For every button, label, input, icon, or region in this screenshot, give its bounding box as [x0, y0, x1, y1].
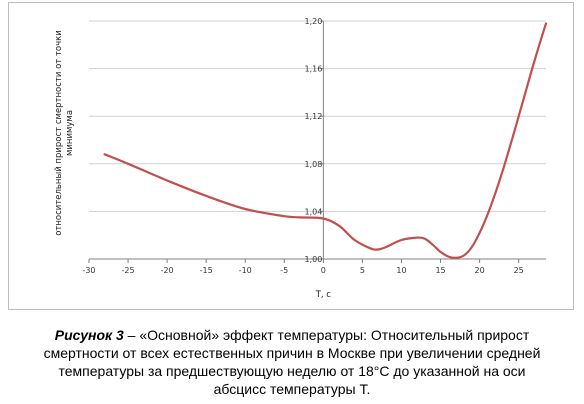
y-tick-label: 1,16: [305, 65, 323, 74]
x-tick-label: -20: [161, 266, 174, 275]
y-tick-label: 1,08: [305, 160, 323, 169]
chart-frame: 1,00 1,04 1,08 1,12 1,16 1,20 -30 -25 -20 -15 -10 -…: [8, 2, 574, 310]
figure-caption-text: – «Основной» эффект температуры: Относит…: [43, 327, 541, 397]
x-tick-label: -5: [280, 266, 288, 275]
y-tick-label: 1,20: [305, 17, 323, 26]
figure-label: Рисунок 3: [54, 327, 124, 343]
x-tick-label: -15: [200, 266, 213, 275]
tick-labels: 1,00 1,04 1,08 1,12 1,16 1,20 -30 -25 -20 -15 -10 -…: [82, 17, 523, 275]
x-tick-label: 25: [514, 266, 524, 275]
x-tick-label: -10: [239, 266, 252, 275]
y-tick-label: 1,04: [305, 207, 323, 216]
x-tick-label: 0: [321, 266, 326, 275]
series-line: [103, 22, 548, 259]
y-tick-label: 1,12: [305, 112, 323, 121]
x-tick-label: 20: [475, 266, 485, 275]
x-axis-title: T, c: [315, 290, 332, 300]
y-tick-label: 1,00: [305, 255, 323, 264]
x-tick-label: 5: [360, 266, 365, 275]
gridlines: [89, 20, 546, 212]
figure-caption: Рисунок 3 – «Основной» эффект температур…: [40, 326, 544, 398]
chart: 1,00 1,04 1,08 1,12 1,16 1,20 -30 -25 -20 -15 -10 -…: [54, 17, 548, 300]
x-tick-label: 15: [435, 266, 445, 275]
axes: [88, 20, 546, 263]
x-tick-label: -25: [122, 266, 135, 275]
x-tick-label: -30: [82, 266, 95, 275]
x-tick-label: 10: [396, 266, 406, 275]
y-axis-title: относительный прирост смертности от точк…: [54, 30, 75, 236]
